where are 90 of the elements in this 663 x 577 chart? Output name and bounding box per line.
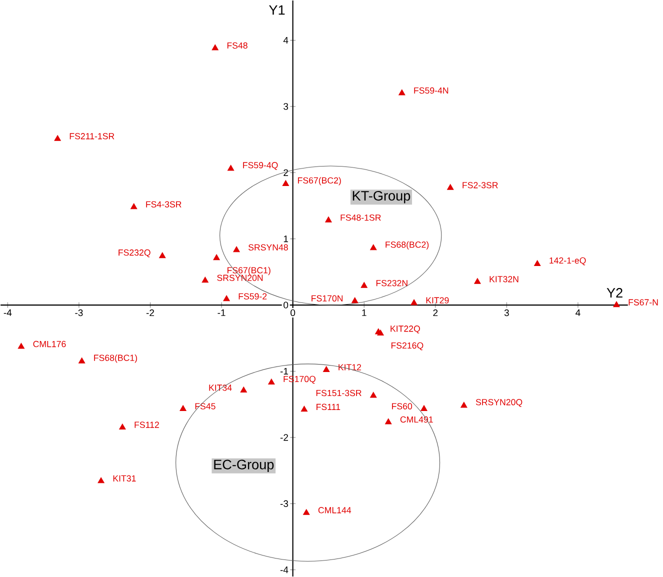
x-tick-label: 0 xyxy=(290,309,296,316)
series-label: 142-1-eQ xyxy=(550,257,586,266)
point xyxy=(420,405,428,412)
annotation: KT-Group xyxy=(352,190,410,204)
series-label: SRSYN20Q xyxy=(476,399,522,407)
series-label: FS232N xyxy=(376,280,408,286)
y-tick-label: -1 xyxy=(280,368,288,375)
point xyxy=(325,216,332,222)
series-label: FS2-3SR xyxy=(462,182,498,188)
series-label: FS112 xyxy=(134,422,159,428)
series-label: KIT31 xyxy=(113,475,136,482)
point xyxy=(223,295,230,302)
point xyxy=(180,405,186,412)
y-axis-title: Y1 xyxy=(269,5,285,15)
y-tick-label: 3 xyxy=(284,103,288,110)
y-tick-label: 2 xyxy=(284,169,288,176)
point xyxy=(98,477,104,484)
series-label: FS67-N xyxy=(628,299,658,306)
annotation: EC-Group xyxy=(214,460,274,472)
point xyxy=(159,252,166,258)
series-label: FS67(BC1) xyxy=(228,266,270,276)
series-label: FS48-1SR xyxy=(340,214,381,221)
series-label: FS170N xyxy=(312,295,343,302)
series-label: FS68(BC2) xyxy=(386,241,429,250)
series-label: FS111 xyxy=(316,404,340,410)
series-label: KIT32N xyxy=(490,276,518,282)
point xyxy=(352,297,358,304)
series-label: FS68(BC1) xyxy=(94,354,137,363)
series-label: FS59-4Q xyxy=(243,162,278,170)
point xyxy=(268,378,275,385)
x-tick-label: -1 xyxy=(218,309,226,316)
series-label: FS216Q xyxy=(391,342,424,350)
point xyxy=(613,301,620,308)
series-label: FS211-1SR xyxy=(70,133,114,140)
point xyxy=(18,342,25,349)
y-tick-label: -4 xyxy=(280,566,288,574)
x-tick-label: -2 xyxy=(146,309,154,316)
point xyxy=(385,418,392,424)
series-label: SRSYN20N xyxy=(217,274,263,281)
series-label: CML144 xyxy=(318,507,352,514)
series-label: KIT22Q xyxy=(390,326,420,334)
series-label: KIT29 xyxy=(426,297,449,304)
point xyxy=(534,260,541,266)
point xyxy=(213,254,220,260)
point xyxy=(119,424,126,430)
point xyxy=(227,164,234,171)
y-tick-label: 0 xyxy=(284,302,288,308)
y-tick-label: -3 xyxy=(280,500,288,507)
point xyxy=(323,366,330,372)
series-label: FS4-3SR xyxy=(146,201,182,208)
point xyxy=(233,246,240,252)
point xyxy=(130,203,138,210)
series-label: FS59-4N xyxy=(414,87,448,94)
point xyxy=(410,299,418,306)
series-label: FS67(BC2) xyxy=(298,177,341,186)
series-label: FS232Q xyxy=(118,249,150,258)
point xyxy=(360,282,368,288)
point xyxy=(370,244,377,250)
x-tick-label: -4 xyxy=(4,309,12,316)
x-tick-label: 1 xyxy=(362,309,366,316)
x-tick-label: 3 xyxy=(504,309,509,316)
point xyxy=(398,89,406,96)
point xyxy=(212,44,218,50)
point xyxy=(300,406,308,412)
point xyxy=(202,276,208,283)
series-label: CML491 xyxy=(400,416,433,423)
point xyxy=(460,402,468,408)
point xyxy=(370,392,377,398)
series-label: FS60 xyxy=(392,403,412,410)
y-tick-label: -2 xyxy=(280,434,288,441)
series-label: FS151-3SR xyxy=(316,390,362,396)
series-label: CML176 xyxy=(33,340,66,348)
y-tick-label: 4 xyxy=(283,36,288,44)
point xyxy=(282,180,290,186)
point xyxy=(447,184,454,190)
series-label: KIT12 xyxy=(338,364,362,370)
point xyxy=(78,358,86,364)
x-tick-label: -3 xyxy=(75,309,83,316)
point xyxy=(303,509,310,515)
series-label: FS59-2 xyxy=(238,293,267,300)
series-label: FS45 xyxy=(195,403,216,410)
series-label: SRSYN48 xyxy=(248,244,288,251)
x-axis-title: Y2 xyxy=(606,288,622,298)
x-tick-label: 4 xyxy=(576,309,580,316)
point xyxy=(474,278,481,284)
point xyxy=(54,135,61,141)
point xyxy=(240,386,247,392)
x-tick-label: 2 xyxy=(433,309,438,316)
series-label: FS48 xyxy=(227,42,248,49)
y-tick-label: 1 xyxy=(284,236,288,242)
